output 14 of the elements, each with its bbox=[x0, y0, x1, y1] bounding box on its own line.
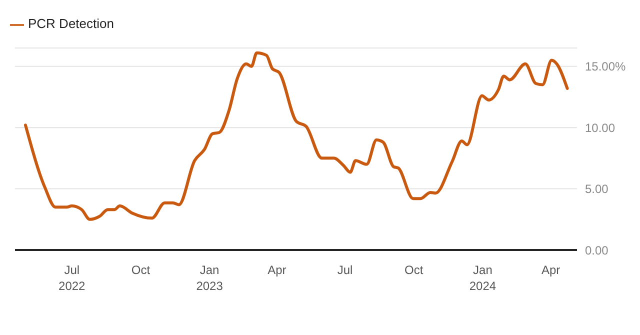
x-tick-label: Oct bbox=[404, 263, 424, 277]
y-tick-label: 5.00 bbox=[585, 182, 609, 196]
y-tick-label: 10.00 bbox=[585, 120, 616, 135]
x-tick-label: Jul 2022 bbox=[58, 263, 86, 293]
line-series bbox=[24, 51, 569, 221]
x-tick-label: Apr bbox=[268, 263, 286, 277]
y-tick-label: 0.00 bbox=[585, 243, 609, 258]
x-tick-label: Oct bbox=[131, 263, 151, 277]
x-tick-label: Jan 2023 bbox=[196, 263, 224, 293]
y-tick-label: 15.00% bbox=[585, 60, 626, 74]
x-tick-label: Jan 2024 bbox=[469, 263, 496, 293]
x-tick-label: Jul bbox=[337, 263, 353, 277]
legend-label: PCR Detection bbox=[28, 16, 114, 31]
x-tick-label: Apr bbox=[541, 263, 560, 277]
